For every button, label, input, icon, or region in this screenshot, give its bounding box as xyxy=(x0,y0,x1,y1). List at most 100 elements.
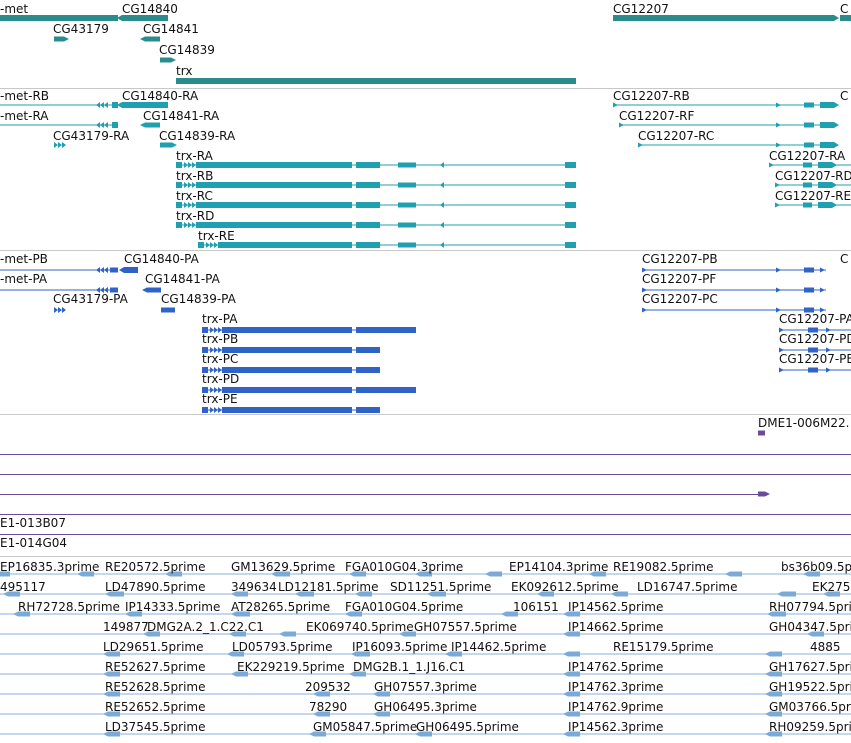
exon[interactable] xyxy=(196,162,352,168)
intron-chevron[interactable] xyxy=(96,287,100,293)
transcript-line[interactable] xyxy=(0,124,118,126)
cds[interactable] xyxy=(804,267,814,273)
transcript-label[interactable]: -met-RB xyxy=(0,89,50,103)
cds[interactable] xyxy=(356,387,416,393)
transcript-label[interactable]: CG12207-RC xyxy=(638,129,715,143)
est-block[interactable] xyxy=(318,691,330,697)
strand-arrow[interactable] xyxy=(765,731,770,737)
strand-arrow[interactable] xyxy=(231,671,236,677)
cds[interactable] xyxy=(202,407,208,413)
strand-arrow[interactable] xyxy=(117,102,122,108)
strand-arrow[interactable] xyxy=(427,591,432,597)
cds[interactable] xyxy=(808,327,818,333)
transcript-label[interactable]: CG12207-RD xyxy=(775,169,851,183)
exon[interactable] xyxy=(803,202,812,208)
est-label[interactable]: RH09259.5prime xyxy=(769,720,851,734)
cds[interactable] xyxy=(110,267,118,273)
intron-chevron[interactable] xyxy=(184,202,188,208)
cds[interactable] xyxy=(202,347,208,353)
gene-label[interactable]: CG14841 xyxy=(143,22,199,36)
gene-bar[interactable] xyxy=(840,15,851,21)
intron-chevron[interactable] xyxy=(184,182,188,188)
strand-arrow[interactable] xyxy=(103,731,108,737)
exon[interactable] xyxy=(820,102,834,108)
est-label[interactable]: 78290 xyxy=(309,700,348,714)
exon[interactable] xyxy=(196,222,352,228)
est-label[interactable]: IP14762.5prime xyxy=(568,660,664,674)
intron-chevron[interactable] xyxy=(214,347,218,353)
cds[interactable] xyxy=(356,327,416,333)
transcript-label[interactable]: C xyxy=(840,89,849,103)
strand-arrow[interactable] xyxy=(563,731,568,737)
gene-label[interactable]: CG12207 xyxy=(613,2,669,16)
clone-label[interactable]: E1-014G04 xyxy=(0,536,68,550)
cds[interactable] xyxy=(202,327,208,333)
est-block[interactable] xyxy=(354,571,366,577)
exon[interactable] xyxy=(820,142,834,148)
strand-arrow[interactable] xyxy=(501,611,506,617)
exon[interactable] xyxy=(176,182,182,188)
strand-arrow[interactable] xyxy=(826,327,831,333)
protein-label[interactable]: CG14840-PA xyxy=(124,252,199,266)
intron-chevron[interactable] xyxy=(210,347,214,353)
strand-arrow[interactable] xyxy=(313,711,318,717)
intron-chevron[interactable] xyxy=(440,182,444,188)
cds[interactable] xyxy=(356,367,380,373)
protein-label[interactable]: trx-PD xyxy=(202,372,240,386)
exon[interactable] xyxy=(196,182,352,188)
est-connector[interactable] xyxy=(0,613,851,615)
est-label[interactable]: LD16747.5prime xyxy=(637,580,738,594)
intron-chevron[interactable] xyxy=(440,162,444,168)
exon[interactable] xyxy=(818,202,832,208)
strand-arrow[interactable] xyxy=(775,202,780,208)
intron-chevron[interactable] xyxy=(218,387,222,393)
gene-bar[interactable] xyxy=(122,15,168,21)
est-label[interactable]: GH04347.5prime xyxy=(769,620,851,634)
cds-line[interactable] xyxy=(642,289,826,291)
strand-arrow[interactable] xyxy=(725,571,730,577)
est-label[interactable]: AT28265.5prime xyxy=(231,600,331,614)
strand-arrow[interactable] xyxy=(125,611,130,617)
clone-lane[interactable] xyxy=(0,454,851,455)
strand-arrow[interactable] xyxy=(820,267,825,273)
strand-arrow[interactable] xyxy=(775,182,780,188)
est-block[interactable] xyxy=(594,571,606,577)
strand-arrow[interactable] xyxy=(349,571,354,577)
est-block[interactable] xyxy=(360,591,372,597)
est-label[interactable]: RE19082.5prime xyxy=(613,560,714,574)
intron-chevron[interactable] xyxy=(210,387,214,393)
strand-arrow[interactable] xyxy=(832,162,837,168)
intron-chevron[interactable] xyxy=(210,407,214,413)
exon[interactable] xyxy=(176,202,182,208)
est-block[interactable] xyxy=(0,571,10,577)
strand-arrow[interactable] xyxy=(779,327,784,333)
est-connector[interactable] xyxy=(0,653,851,655)
cds[interactable] xyxy=(147,287,161,293)
strand-arrow[interactable] xyxy=(807,631,812,637)
est-block[interactable] xyxy=(356,651,370,657)
transcript-label[interactable]: CG14841-RA xyxy=(143,109,220,123)
protein-label[interactable]: trx-PE xyxy=(202,392,238,406)
est-label[interactable]: RH72728.5prime xyxy=(18,600,120,614)
strand-arrow[interactable] xyxy=(832,202,837,208)
strand-arrow[interactable] xyxy=(638,142,643,148)
est-block[interactable] xyxy=(420,571,432,577)
strand-arrow[interactable] xyxy=(765,711,770,717)
protein-label[interactable]: -met-PA xyxy=(0,272,48,286)
protein-label[interactable]: trx-PC xyxy=(202,352,239,366)
transcript-label[interactable]: CG14840-RA xyxy=(122,89,199,103)
est-label[interactable]: SD11251.5prime xyxy=(390,580,492,594)
intron-chevron[interactable] xyxy=(214,407,218,413)
est-block[interactable] xyxy=(8,591,20,597)
strand-arrow[interactable] xyxy=(229,631,234,637)
strand-arrow[interactable] xyxy=(271,571,276,577)
exon[interactable] xyxy=(176,162,182,168)
est-label[interactable]: IP14762.9prime xyxy=(568,700,664,714)
clone-label[interactable]: DME1-006M22. xyxy=(758,416,850,430)
strand-arrow[interactable] xyxy=(832,182,837,188)
est-block[interactable] xyxy=(378,711,390,717)
est-block[interactable] xyxy=(314,731,326,737)
strand-arrow[interactable] xyxy=(537,591,542,597)
est-label[interactable]: GH17627.5prime xyxy=(769,660,851,674)
intron-chevron[interactable] xyxy=(62,307,66,313)
